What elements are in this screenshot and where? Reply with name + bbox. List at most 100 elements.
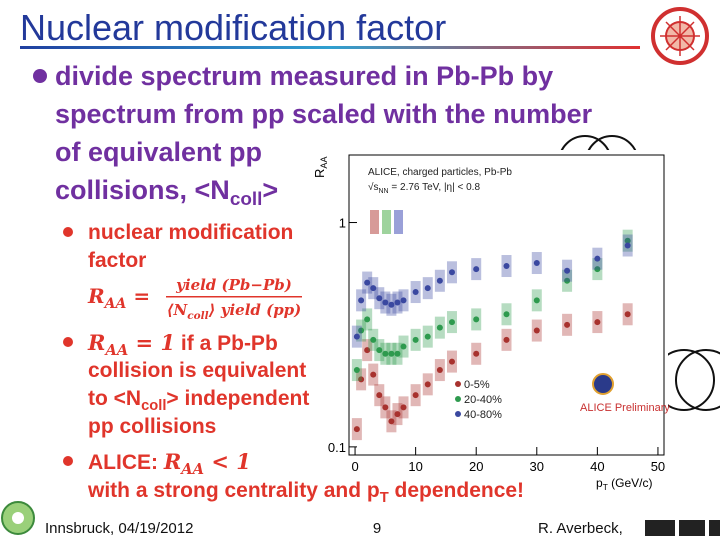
data-point [394,350,401,357]
bullet-dot [63,337,73,347]
bullet-line: of equivalent pp [55,137,262,167]
logo-ring [651,7,709,65]
text: ⟨N [167,301,189,319]
nucleus [675,349,720,411]
x-tick-label: 30 [530,459,544,474]
bullet-line: collisions, <Ncoll> [55,175,278,210]
bullet-line: spectrum from pp scaled with the number [55,99,593,129]
text: R. Averbeck, [538,520,623,537]
data-point [376,295,383,302]
subscript: AA [103,296,127,312]
data-point [624,242,631,249]
data-point [473,316,480,323]
bullet-line: nuclear modification [88,221,293,244]
data-point [370,371,377,378]
math: R [87,330,105,355]
data-point [388,418,395,425]
data-point [370,336,377,343]
data-point [382,299,389,306]
gsi-ring-logo [1,501,35,535]
data-point [448,358,455,365]
text: > independent [166,387,309,410]
text: R [87,284,105,308]
data-point [370,285,377,292]
legend-marker [455,381,461,387]
x-tick-label: 10 [408,459,422,474]
data-point [533,297,540,304]
bullet-line: collision is equivalent [88,359,306,382]
data-point [564,277,571,284]
data-point [382,404,389,411]
data-point [364,316,371,323]
data-point [594,319,601,326]
legend-marker [455,411,461,417]
data-point [424,285,431,292]
math: = 1 [128,330,175,355]
series [351,234,633,348]
y-tick-label: 1 [339,216,346,231]
text: √s [368,181,379,193]
data-point [412,392,419,399]
text: collision is equivalent [88,359,306,382]
data-point [533,327,540,334]
series [351,303,633,441]
legend-marker [455,396,461,402]
data-point [358,297,365,304]
data-point [394,411,401,418]
alice-small-logo [592,373,614,395]
chart: ALICE, charged particles, Pb-Pb √sNN = 2… [312,150,670,492]
data-point [364,347,371,354]
data-point [358,376,365,383]
x-tick-label: 20 [469,459,483,474]
logo-block [709,520,720,536]
subscript: coll [141,398,166,414]
data-point [412,336,419,343]
data-point [594,266,601,273]
data-point [564,267,571,274]
gsi-logo [645,520,720,536]
plot-frame [348,154,665,456]
text: yield (Pb−Pb) [175,276,292,294]
bullet-line: RAA = 1 if a Pb-Pb [87,330,278,359]
bullet-line: to <Ncoll> independent [88,387,309,414]
x-tick-label: 40 [590,459,604,474]
footer-author: R. Averbeck, [538,520,623,537]
bullet-line: pp collisions [88,415,216,438]
text: > [262,175,278,205]
text: (GeV/c) [608,476,653,490]
data-point [436,277,443,284]
formula-lhs: RAA = [87,284,150,312]
data-point [376,347,383,354]
legend-label: 0-5% [464,379,490,391]
text: if a Pb-Pb [175,332,278,355]
data-point [364,279,371,286]
logo-core [12,512,24,524]
data-point [358,327,365,334]
data-point [503,263,510,270]
text: pp collisions [88,415,216,438]
fraction-bar [166,296,302,298]
text: factor [88,249,146,272]
text: ALICE, charged particles, Pb-Pb [368,167,512,178]
data-point [436,324,443,331]
logo-block [679,520,705,536]
math: < 1 [204,449,251,474]
data-point [382,350,389,357]
data-point [473,266,480,273]
data-point [564,321,571,328]
x-tick-label: 0 [351,459,358,474]
subscript: coll [230,189,263,210]
bullet-line: divide spectrum measured in Pb-Pb by [55,61,553,91]
data-point [353,333,360,340]
data-point [388,301,395,308]
data-point [436,367,443,374]
data-point [473,350,480,357]
legend-label: 40-80% [464,409,502,421]
formula-denominator: ⟨Ncoll⟩ yield (pp) [167,301,302,322]
text: collisions, <N [55,175,230,205]
data-point [448,269,455,276]
text: ALICE: [88,451,164,474]
text: dependence! [389,479,524,502]
formula-numerator: yield (Pb−Pb) [175,276,292,294]
